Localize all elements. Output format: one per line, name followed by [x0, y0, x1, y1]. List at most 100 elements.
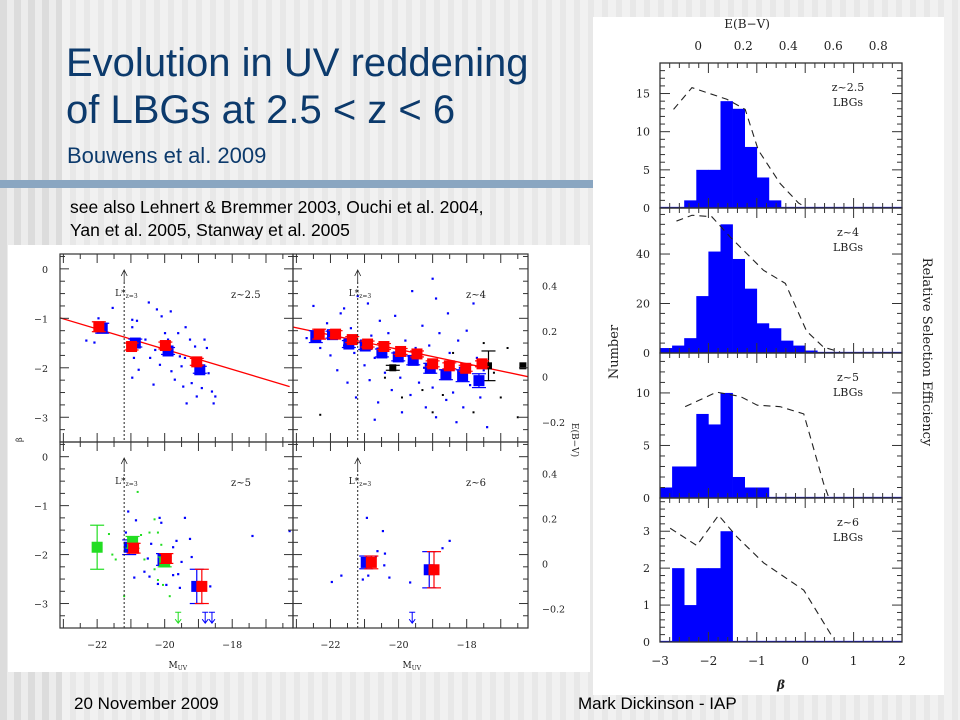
histogram-bar: [805, 350, 818, 353]
data-point-blue: [469, 384, 472, 387]
data-point-black: [383, 376, 386, 379]
data-point-blue: [448, 351, 451, 355]
x-tick-label: 1: [850, 654, 858, 668]
data-point-blue: [373, 418, 376, 421]
binned-point-red: [460, 362, 472, 374]
histogram-bar: [696, 169, 709, 208]
selection-efficiency-curve: [684, 391, 829, 497]
data-point-blue: [465, 329, 468, 332]
binned-point-red: [365, 556, 377, 568]
data-point-blue: [193, 345, 197, 348]
data-point-blue: [177, 332, 180, 335]
slide-subtitle: Bouwens et al. 2009: [67, 143, 267, 168]
data-point-black: [516, 416, 519, 419]
data-point-blue: [143, 570, 146, 573]
data-point-blue: [312, 304, 315, 308]
histogram-bar: [708, 169, 721, 208]
binned-point-black: [519, 362, 527, 370]
data-point-blue: [144, 338, 147, 341]
data-point-green: [153, 518, 156, 521]
x-tick-label: −18: [222, 640, 242, 651]
see-also-references: see also Lehnert & Bremmer 2003, Ouchi e…: [70, 196, 483, 242]
data-point-blue: [354, 396, 358, 399]
data-point-blue: [154, 348, 157, 352]
data-point-blue: [378, 319, 381, 322]
binned-point-red: [476, 358, 488, 370]
upper-limit-arrow-icon: [174, 611, 182, 625]
x-tick-label: −20: [389, 640, 409, 651]
data-point-blue: [155, 308, 159, 311]
x-tick-label: −2: [700, 654, 718, 668]
data-point-blue: [346, 381, 349, 384]
binned-point-red: [191, 356, 203, 368]
data-point-blue: [486, 426, 489, 429]
data-point-black: [421, 389, 424, 392]
x-tick-label: −22: [320, 640, 340, 651]
data-point-blue: [356, 294, 359, 298]
histogram-bar: [732, 476, 745, 498]
lstar-label-main: L*: [349, 477, 360, 487]
data-point-blue: [147, 301, 150, 304]
x-axis-label: β: [776, 678, 785, 692]
y-tick-label: −3: [34, 600, 48, 611]
right-tick-label: 0.4: [542, 282, 557, 293]
binned-point-green: [127, 536, 139, 548]
y-tick-label: 15: [636, 88, 650, 101]
data-point-blue: [472, 302, 475, 305]
data-point-green: [156, 531, 159, 534]
lstar-label-sub: z=3: [126, 293, 138, 300]
beta-vs-muv-figure: L*z=3 z~2.50−1−2−3L*z=3 z~40.40.20−0.2L*z=…: [15, 253, 580, 672]
data-point-blue: [400, 411, 404, 414]
data-point-blue: [363, 364, 366, 367]
lstar-label-main: L*: [115, 289, 126, 299]
panel-label: z~5: [837, 371, 859, 384]
data-point-blue: [146, 557, 149, 560]
data-point-blue: [448, 539, 451, 542]
see-also-line-1: see also Lehnert & Bremmer 2003, Ouchi e…: [70, 197, 484, 217]
right-axis-label: E(B−V): [569, 423, 580, 457]
histogram-bar: [756, 323, 770, 353]
right-axis-label: Relative Selection Efficiency: [919, 258, 934, 447]
histogram-bar: [756, 487, 770, 498]
data-point-black: [441, 394, 444, 396]
data-point-blue: [165, 583, 168, 587]
data-point-blue: [361, 578, 364, 581]
data-point-blue: [349, 327, 352, 330]
data-point-blue: [210, 390, 214, 393]
histogram-bar: [684, 200, 697, 208]
data-point-blue: [133, 576, 136, 579]
y-tick-label: 5: [643, 164, 650, 177]
data-point-black: [482, 342, 485, 345]
lstar-label: L*z=3: [349, 289, 372, 300]
data-point-blue: [441, 547, 444, 550]
data-point-blue: [200, 386, 203, 390]
histogram-bar: [708, 424, 721, 498]
data-point-green: [114, 558, 117, 561]
data-point-blue: [409, 393, 412, 397]
data-point-green: [107, 533, 110, 536]
data-point-blue: [182, 385, 185, 388]
y-tick-label: 3: [643, 525, 650, 538]
data-point-blue: [190, 382, 193, 385]
x-axis-label-sub: UV: [178, 665, 188, 672]
binned-point-red: [330, 328, 342, 340]
data-point-blue: [163, 332, 167, 335]
top-x-tick-label: 0.2: [734, 39, 753, 53]
right-tick-label: 0.4: [542, 469, 557, 480]
slide-title: Evolution in UV reddening of LBGs at 2.5…: [66, 40, 529, 134]
data-point-blue: [97, 317, 100, 320]
x-tick-label: −3: [651, 654, 669, 668]
data-point-black: [492, 371, 495, 374]
data-point-blue: [336, 369, 339, 372]
histogram-bar: [684, 605, 697, 642]
histogram-bar: [672, 466, 685, 498]
data-point-blue: [340, 574, 343, 577]
panel-plot-area: [330, 516, 451, 625]
data-point-blue: [353, 351, 356, 355]
x-axis-label-main: M: [403, 661, 412, 671]
panel-sublabel: LBGs: [833, 96, 863, 109]
data-point-black: [499, 396, 502, 399]
histogram-bar: [708, 251, 721, 353]
right-tick-label: −0.2: [542, 604, 565, 615]
histogram-bar: [696, 296, 709, 353]
